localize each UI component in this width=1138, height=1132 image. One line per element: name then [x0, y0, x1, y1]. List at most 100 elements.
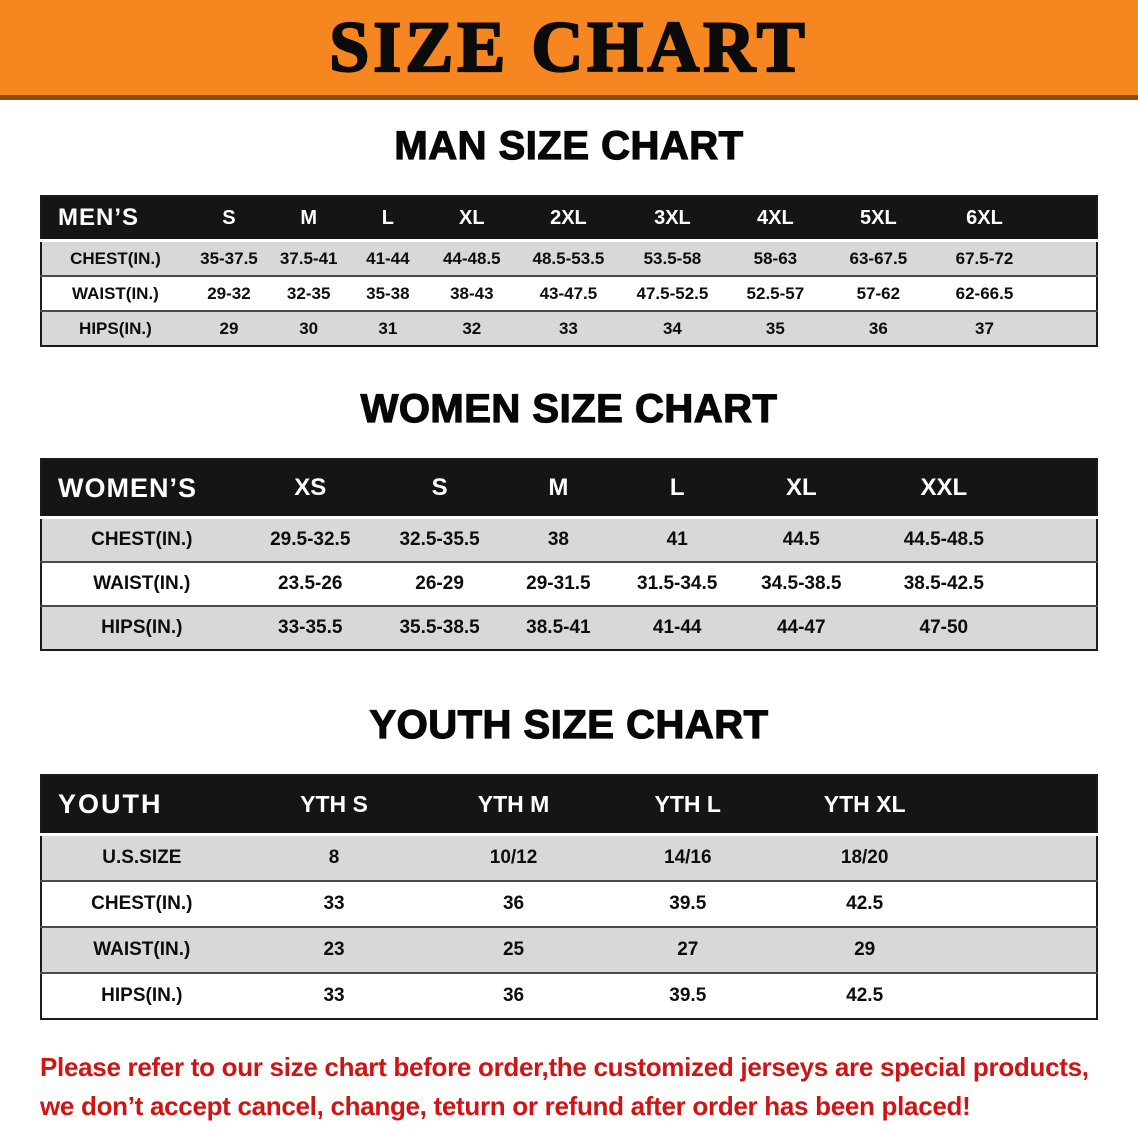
row-label: CHEST(IN.) [41, 881, 242, 927]
size-cell: 39.5 [600, 881, 775, 927]
women-col-header: XXL [864, 459, 1024, 519]
men-size-table: MEN’S S M L XL 2XL 3XL 4XL 5XL 6XL CHEST… [40, 195, 1098, 347]
row-label: WAIST(IN.) [41, 562, 242, 606]
size-cell: 36 [426, 973, 601, 1019]
men-col-header: 3XL [620, 196, 725, 242]
size-cell: 47-50 [864, 606, 1024, 650]
youth-col-header: YTH M [426, 775, 601, 836]
size-cell: 67.5-72 [930, 240, 1039, 276]
men-chest-row: CHEST(IN.) 35-37.5 37.5-41 41-44 44-48.5… [41, 240, 1097, 276]
youth-col-header: YTH L [600, 775, 775, 836]
size-cell: 62-66.5 [930, 276, 1039, 311]
spacer-cell [1023, 517, 1097, 562]
women-corner-label: WOMEN’S [41, 459, 242, 519]
page-title: SIZE CHART [328, 6, 809, 88]
size-cell: 38-43 [427, 276, 517, 311]
row-label: HIPS(IN.) [41, 606, 242, 650]
men-col-header: 4XL [724, 196, 827, 242]
spacer-cell [1023, 606, 1097, 650]
size-cell: 30 [269, 311, 349, 346]
women-col-header: M [500, 459, 617, 519]
size-cell: 14/16 [600, 834, 775, 881]
men-col-header: 2XL [516, 196, 621, 242]
youth-col-header: YTH XL [774, 775, 955, 836]
youth-col-header: YTH S [241, 775, 427, 836]
size-cell: 29-31.5 [500, 562, 617, 606]
spacer-cell [954, 927, 1097, 973]
size-cell: 44-47 [737, 606, 865, 650]
size-cell: 27 [600, 927, 775, 973]
size-cell: 52.5-57 [724, 276, 827, 311]
size-cell: 32.5-35.5 [378, 517, 501, 562]
women-header-row: WOMEN’S XS S M L XL XXL [41, 459, 1097, 519]
size-cell: 29 [188, 311, 270, 346]
row-label: WAIST(IN.) [41, 927, 242, 973]
size-cell: 23.5-26 [241, 562, 379, 606]
size-cell: 32-35 [269, 276, 349, 311]
men-col-header: M [269, 196, 349, 242]
size-cell: 34.5-38.5 [737, 562, 865, 606]
women-hips-row: HIPS(IN.) 33-35.5 35.5-38.5 38.5-41 41-4… [41, 606, 1097, 650]
spacer-cell [1038, 276, 1097, 311]
men-col-header: 6XL [930, 196, 1039, 242]
youth-chest-row: CHEST(IN.) 33 36 39.5 42.5 [41, 881, 1097, 927]
size-cell: 58-63 [724, 240, 827, 276]
youth-header-row: YOUTH YTH S YTH M YTH L YTH XL [41, 775, 1097, 836]
size-cell: 29 [774, 927, 955, 973]
spacer-cell [1023, 459, 1097, 519]
size-cell: 38.5-41 [500, 606, 617, 650]
size-cell: 43-47.5 [516, 276, 621, 311]
size-cell: 29.5-32.5 [241, 517, 379, 562]
size-cell: 36 [426, 881, 601, 927]
spacer-cell [1038, 240, 1097, 276]
spacer-cell [954, 834, 1097, 881]
size-cell: 37 [930, 311, 1039, 346]
size-cell: 35 [724, 311, 827, 346]
size-cell: 35-38 [348, 276, 428, 311]
size-cell: 38 [500, 517, 617, 562]
size-cell: 33 [516, 311, 621, 346]
size-cell: 23 [241, 927, 427, 973]
women-waist-row: WAIST(IN.) 23.5-26 26-29 29-31.5 31.5-34… [41, 562, 1097, 606]
size-cell: 39.5 [600, 973, 775, 1019]
size-cell: 42.5 [774, 881, 955, 927]
size-cell: 57-62 [826, 276, 931, 311]
spacer-cell [954, 775, 1097, 836]
size-chart-banner: SIZE CHART [0, 0, 1138, 100]
size-cell: 38.5-42.5 [864, 562, 1024, 606]
men-waist-row: WAIST(IN.) 29-32 32-35 35-38 38-43 43-47… [41, 276, 1097, 311]
disclaimer-line-1: Please refer to our size chart before or… [40, 1052, 1089, 1082]
disclaimer-text: Please refer to our size chart before or… [40, 1048, 1138, 1126]
women-col-header: XS [241, 459, 379, 519]
row-label: WAIST(IN.) [41, 276, 189, 311]
spacer-cell [954, 973, 1097, 1019]
size-cell: 41 [616, 517, 738, 562]
size-cell: 33 [241, 881, 427, 927]
row-label: HIPS(IN.) [41, 311, 189, 346]
row-label: CHEST(IN.) [41, 240, 189, 276]
men-col-header: S [188, 196, 270, 242]
size-cell: 53.5-58 [620, 240, 725, 276]
youth-section-heading: YOUTH SIZE CHART [369, 702, 769, 747]
size-cell: 26-29 [378, 562, 501, 606]
size-cell: 35.5-38.5 [378, 606, 501, 650]
youth-waist-row: WAIST(IN.) 23 25 27 29 [41, 927, 1097, 973]
youth-hips-row: HIPS(IN.) 33 36 39.5 42.5 [41, 973, 1097, 1019]
size-cell: 29-32 [188, 276, 270, 311]
size-cell: 35-37.5 [188, 240, 270, 276]
row-label: U.S.SIZE [41, 834, 242, 881]
women-chest-row: CHEST(IN.) 29.5-32.5 32.5-35.5 38 41 44.… [41, 517, 1097, 562]
size-cell: 37.5-41 [269, 240, 349, 276]
spacer-cell [954, 881, 1097, 927]
spacer-cell [1038, 311, 1097, 346]
women-section-heading: WOMEN SIZE CHART [360, 386, 778, 431]
size-cell: 47.5-52.5 [620, 276, 725, 311]
youth-ussize-row: U.S.SIZE 8 10/12 14/16 18/20 [41, 834, 1097, 881]
size-cell: 31 [348, 311, 428, 346]
size-cell: 8 [241, 834, 427, 881]
size-cell: 10/12 [426, 834, 601, 881]
men-col-header: L [348, 196, 428, 242]
youth-size-table: YOUTH YTH S YTH M YTH L YTH XL U.S.SIZE … [40, 774, 1098, 1020]
men-col-header: 5XL [826, 196, 931, 242]
size-cell: 41-44 [348, 240, 428, 276]
